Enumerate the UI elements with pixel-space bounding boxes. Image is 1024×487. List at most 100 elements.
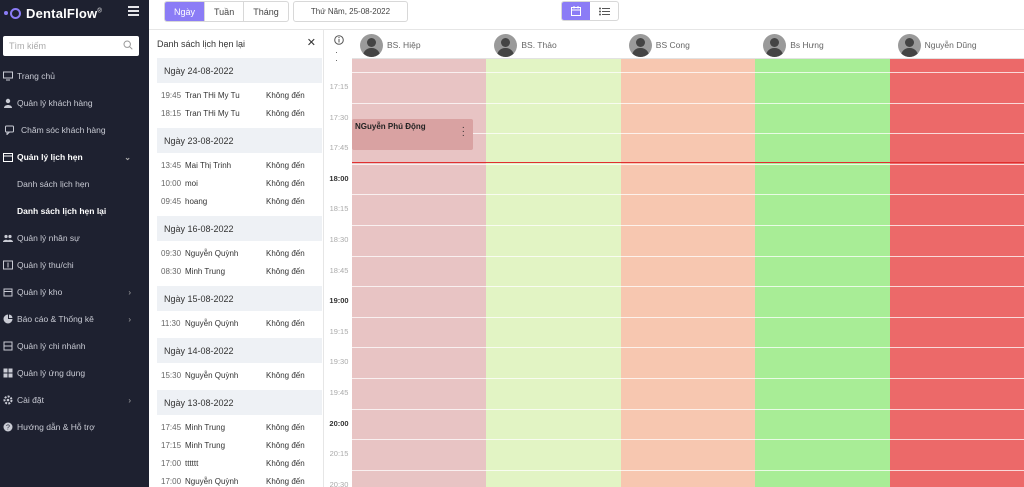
search-icon[interactable] [123, 40, 133, 50]
search-input[interactable] [9, 41, 109, 51]
status-text: Không đến [266, 476, 305, 486]
sidebar-item-finance[interactable]: Quản lý thu/chi [0, 251, 149, 278]
gridline [352, 286, 1024, 288]
doctor-header[interactable]: BS Cong [628, 33, 690, 57]
more-options-icon[interactable]: · · · [461, 122, 465, 141]
close-icon[interactable]: ✕ [306, 37, 316, 49]
doctor-header[interactable]: BS. Thảo [494, 33, 557, 57]
doctor-name: BS Cong [655, 40, 690, 50]
date-group-header: Ngày 16-08-2022 [157, 216, 322, 241]
list-item[interactable]: 15:30 Nguyễn Quỳnh Không đến [157, 366, 322, 384]
menu-toggle-icon[interactable] [128, 6, 139, 16]
appointment-time: 17:15 [161, 440, 182, 450]
view-mode-week[interactable]: Tuần [205, 2, 245, 21]
time-label: 20:30 [329, 479, 349, 487]
sidebar-item-staff[interactable]: Quản lý nhân sự [0, 224, 149, 251]
appointment-time: 08:30 [161, 266, 182, 276]
reappointment-panel: Danh sách lịch hẹn lại ✕ Ngày 24-08-2022… [149, 30, 324, 487]
date-group: Ngày 24-08-2022 19:45 Tran THi My Tu Không … [149, 58, 323, 122]
status-text: Không đến [266, 196, 305, 206]
list-item[interactable]: 11:30 Nguyễn Quỳnh Không đến [157, 314, 322, 332]
sidebar-item-inventory[interactable]: Quản lý kho › [0, 278, 149, 305]
date-group-header: Ngày 23-08-2022 [157, 128, 322, 153]
status-text: Không đến [266, 266, 305, 276]
gridline [352, 378, 1024, 379]
sidebar-item-label: Danh sách lịch hẹn [17, 178, 90, 189]
list-item[interactable]: 17:15 Minh Trung Không đến [157, 436, 322, 454]
list-item[interactable]: 17:45 Minh Trung Không đến [157, 418, 322, 436]
help-icon: ? [3, 422, 13, 432]
gridline [352, 133, 1024, 135]
date-group-header: Ngày 14-08-2022 [157, 338, 322, 363]
sidebar-item-label: Quản lý lịch hẹn [17, 151, 83, 162]
sidebar-subitem-appointment-list[interactable]: Danh sách lịch hẹn [0, 170, 149, 197]
time-label: 18:30 [329, 235, 349, 244]
doctor-column[interactable] [889, 59, 1024, 487]
sidebar-item-branches[interactable]: Quản lý chi nhánh [0, 332, 149, 359]
sidebar-item-label: Cài đặt [17, 394, 44, 405]
appointment-time: 15:30 [161, 370, 182, 380]
view-mode-day[interactable]: Ngày [165, 2, 206, 21]
list-item[interactable]: 18:15 Tran THi My Tu Không đến [157, 104, 322, 122]
view-mode-month[interactable]: Tháng [253, 6, 279, 17]
status-text: Không đến [266, 108, 305, 118]
list-item[interactable]: 17:00 Nguyễn Quỳnh Không đến [157, 472, 322, 487]
doctor-column[interactable] [620, 59, 756, 487]
appointment-time: 11:30 [161, 318, 181, 328]
sidebar-item-reports[interactable]: Báo cáo & Thống kê › [0, 305, 149, 332]
sidebar-item-settings[interactable]: Cài đặt › [0, 386, 149, 413]
doctor-column[interactable] [486, 59, 621, 487]
status-text: Không đến [266, 90, 305, 100]
patient-name: Tran THi My Tu [185, 108, 240, 118]
sidebar-item-label: Hướng dẫn & Hỗ trợ [17, 421, 95, 432]
appointment-time: 10:00 [161, 178, 182, 188]
sidebar-item-customers[interactable]: Quản lý khách hàng [0, 89, 149, 116]
sidebar-item-apps[interactable]: Quản lý ứng dụng [0, 359, 149, 386]
appointment-card[interactable]: NGuyễn Phú Động · · · [352, 119, 473, 150]
sidebar-item-home[interactable]: Trang chủ [0, 62, 149, 89]
doctor-header-row: BS. Hiệp BS. Thảo BS Cong Bs Hưng Nguyễn Dũn… [352, 30, 1024, 59]
day-calendar: NGuyễn Phú Động · · · · · 17:15 17:30 17:45 18… [324, 30, 1024, 487]
list-item[interactable]: 10:00 moi Không đến [157, 174, 322, 192]
info-icon[interactable] [334, 35, 344, 45]
patient-name: moi [185, 178, 198, 188]
gridline [352, 102, 1024, 104]
list-view-icon[interactable] [590, 2, 618, 20]
list-item[interactable]: 09:30 Nguyễn Quỳnh Không đến [157, 244, 322, 262]
sidebar: DentalFlow® Trang chủ Quản lý khách hàng… [0, 0, 149, 487]
status-text: Không đến [266, 178, 305, 188]
gridline [352, 72, 1024, 73]
search-box [3, 36, 139, 56]
doctor-name: BS. Hiệp [387, 40, 421, 50]
calendar-view-icon[interactable] [562, 2, 590, 20]
list-item[interactable]: 13:45 Mai Thị Trinh Không đến [157, 156, 322, 174]
panel-title: Danh sách lịch hẹn lại [157, 39, 246, 49]
sidebar-item-label: Danh sách lịch hẹn lại [17, 205, 107, 216]
list-item[interactable]: 17:00 tttttt Không đến [157, 454, 322, 472]
appointment-time: 13:45 [161, 160, 182, 170]
patient-name: Mai Thị Trinh [185, 160, 232, 170]
date-group: Ngày 23-08-2022 13:45 Mai Thị Trinh Không đ… [149, 128, 323, 210]
doctor-header[interactable]: Nguyễn Dũng [897, 33, 977, 57]
sidebar-item-label: Quản lý ứng dụng [17, 367, 86, 378]
list-item[interactable]: 08:30 Minh Trung Không đến [157, 262, 322, 280]
sidebar-item-label: Quản lý kho [17, 286, 63, 297]
date-picker-button[interactable]: Thứ Năm, 25-08-2022 [293, 1, 408, 22]
sidebar-item-customer-care[interactable]: Chăm sóc khách hàng [0, 116, 149, 143]
sidebar-item-help[interactable]: ? Hướng dẫn & Hỗ trợ [0, 413, 149, 440]
doctor-column[interactable] [755, 59, 890, 487]
appointment-time: 17:00 [161, 476, 182, 486]
list-item[interactable]: 09:45 hoang Không đến [157, 192, 322, 210]
time-axis-menu-icon[interactable]: · · [335, 47, 338, 65]
list-item[interactable]: 19:45 Tran THi My Tu Không đến [157, 86, 322, 104]
view-mode-switch: Ngày Tuần Tháng [164, 1, 289, 22]
doctor-header[interactable]: Bs Hưng [763, 33, 824, 57]
doctor-header[interactable]: BS. Hiệp [360, 33, 421, 57]
monitor-icon [3, 71, 13, 81]
patient-name: Nguyễn Quỳnh [185, 370, 239, 380]
sidebar-item-appointments[interactable]: Quản lý lịch hẹn ⌄ [0, 143, 149, 170]
top-toolbar: Ngày Tuần Tháng Thứ Năm, 25-08-2022 [149, 0, 1024, 30]
app-logo[interactable]: DentalFlow® [0, 0, 149, 26]
sidebar-subitem-reappointment-list[interactable]: Danh sách lịch hẹn lại [0, 197, 149, 224]
time-label: 17:45 [329, 143, 349, 153]
